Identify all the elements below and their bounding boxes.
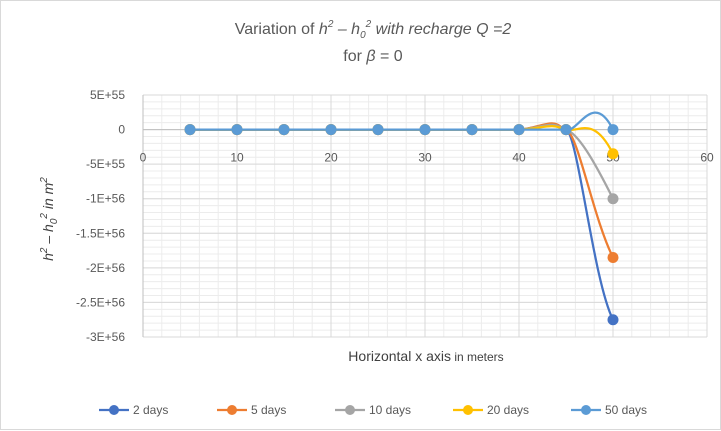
data-point [513,124,525,136]
legend-item-50-days: 50 days [571,403,647,417]
legend-label: 5 days [251,403,286,417]
series-lines [184,111,619,326]
y-tick-label: -2.5E+56 [76,295,125,309]
legend-label: 10 days [369,403,411,417]
data-point [607,251,619,263]
data-point [466,124,478,136]
data-point [278,124,290,136]
x-tick-label: 0 [140,151,147,165]
data-point [184,124,196,136]
data-point [419,124,431,136]
legend-item-2-days: 2 days [99,403,168,417]
legend-swatch-marker [463,405,473,415]
y-tick-label: -3E+56 [86,330,125,344]
legend-item-5-days: 5 days [217,403,286,417]
data-point [231,124,243,136]
series-50-days [184,111,619,136]
legend: 2 days 5 days 10 days 20 days 50 days [99,403,647,417]
y-tick-label: -2E+56 [86,261,125,275]
legend-item-10-days: 10 days [335,403,411,417]
chart-title-line-1: Variation of h2 – h02 with recharge Q =2 [235,19,512,41]
y-tick-label: -5E+55 [86,157,125,171]
series-line [190,111,615,131]
y-axis-title: h2 – h02 in m2 [39,177,60,261]
legend-label: 2 days [133,403,168,417]
legend-swatch-marker [345,405,355,415]
legend-swatch-marker [227,405,237,415]
legend-item-20-days: 20 days [453,403,529,417]
chart-title-line-2: for β = 0 [343,48,403,65]
x-tick-label: 40 [512,151,526,165]
series-2-days [184,122,619,326]
x-tick-label: 10 [230,151,244,165]
y-tick-label: -1.5E+56 [76,226,125,240]
x-tick-label: 30 [418,151,432,165]
tick-labels: 01020304050605E+550-5E+55-1E+56-1.5E+56-… [76,88,714,344]
y-tick-label: 0 [118,123,125,137]
x-tick-label: 20 [324,151,338,165]
data-point [325,124,337,136]
x-tick-label: 60 [700,151,714,165]
series-5-days [184,122,619,263]
legend-swatch-marker [581,405,591,415]
data-point [607,193,619,205]
legend-swatch-marker [109,405,119,415]
y-tick-label: 5E+55 [90,88,125,102]
data-point [607,314,619,326]
y-tick-label: -1E+56 [86,192,125,206]
series-line [190,123,615,200]
data-point [372,124,384,136]
legend-label: 20 days [487,403,529,417]
series-line [190,122,615,321]
data-point [607,124,619,136]
data-point [607,148,619,160]
x-axis-title: Horizontal x axis in meters [348,348,503,364]
data-point [560,124,572,136]
legend-label: 50 days [605,403,647,417]
